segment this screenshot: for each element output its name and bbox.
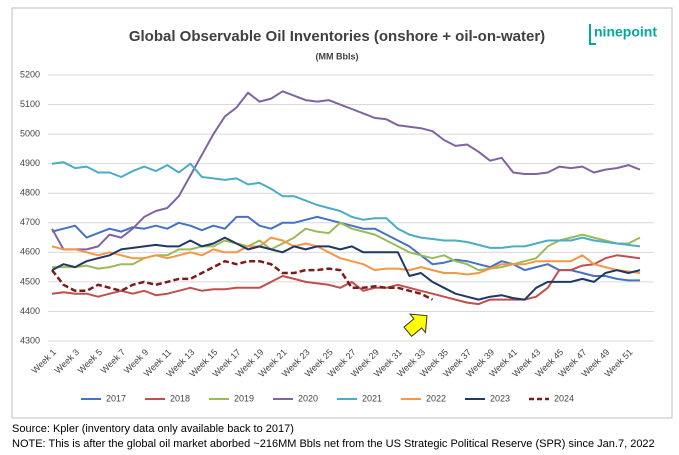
legend-label: 2022 <box>426 393 446 403</box>
legend-label: 2024 <box>554 393 574 403</box>
series-line <box>51 259 434 301</box>
logo: ninepoint <box>594 24 657 40</box>
series-line <box>51 90 641 251</box>
y-tick-label: 4400 <box>20 306 40 316</box>
y-tick-label: 5000 <box>20 128 40 138</box>
y-tick-label: 4800 <box>20 188 40 198</box>
legend-label: 2021 <box>362 393 382 403</box>
footer-note: NOTE: This is after the global oil marke… <box>12 438 655 450</box>
y-tick-label: 5200 <box>20 69 40 79</box>
series-line <box>51 236 641 276</box>
y-tick-label: 4700 <box>20 217 40 227</box>
footer-source: Source: Kpler (inventory data only avail… <box>12 423 294 435</box>
series-line <box>51 215 640 282</box>
y-tick-label: 4500 <box>20 276 40 286</box>
chart-subtitle: (MM Bbls) <box>316 51 359 61</box>
legend-label: 2018 <box>170 393 190 403</box>
legend-label: 2019 <box>234 393 254 403</box>
y-tick-label: 5100 <box>20 99 40 109</box>
y-tick-label: 4600 <box>20 247 40 257</box>
legend-label: 2020 <box>298 393 318 403</box>
series-line <box>51 236 641 301</box>
series-line <box>51 254 641 306</box>
chart-title: Global Observable Oil Inventories (onsho… <box>129 28 545 45</box>
y-tick-label: 4300 <box>20 335 40 345</box>
legend-label: 2023 <box>490 393 510 403</box>
legend-label: 2017 <box>106 393 126 403</box>
arrow-annotation <box>403 313 428 338</box>
series-line <box>51 161 641 249</box>
y-tick-label: 4900 <box>20 158 40 168</box>
logo-bracket <box>589 24 596 45</box>
